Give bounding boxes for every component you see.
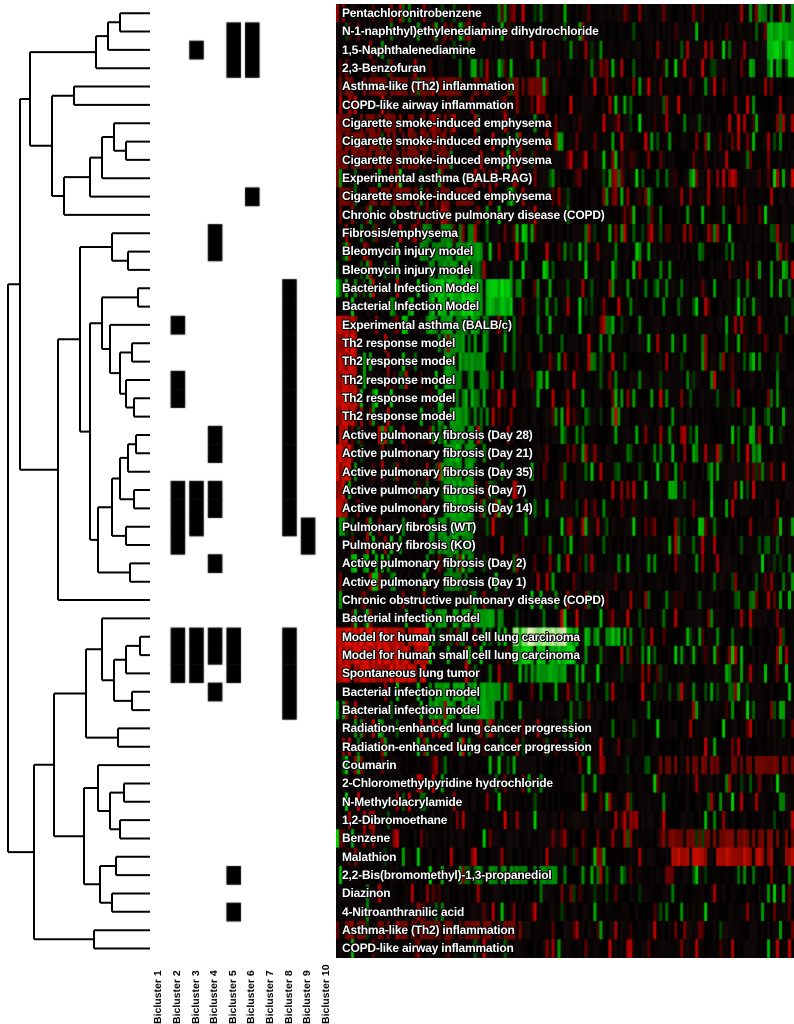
- row-label: N-1-naphthyl)ethylenediamine dihydrochlo…: [342, 24, 599, 39]
- row-label: Chronic obstructive pulmonary disease (C…: [342, 592, 605, 607]
- row-label: Active pulmonary fibrosis (Day 21): [342, 446, 533, 461]
- row-label: Bleomycin injury model: [342, 244, 473, 259]
- row-label: COPD-like airway inflammation: [342, 941, 514, 956]
- row-label: Bacterial infection model: [342, 702, 480, 717]
- row-label: Diazinon: [342, 886, 391, 901]
- row-label: Pentachloronitrobenzene: [342, 6, 482, 20]
- row-label: Radiation-enhanced lung cancer progressi…: [342, 721, 592, 736]
- row-label: Active pulmonary fibrosis (Day 7): [342, 482, 527, 497]
- row-label: Experimental asthma (BALB-RAG): [342, 171, 533, 186]
- row-label: Active pulmonary fibrosis (Day 35): [342, 464, 533, 479]
- row-label: Asthma-like (Th2) inflammation: [342, 923, 515, 937]
- row-label: 2,2-Bis(bromomethyl)-1,3-propanediol: [342, 867, 552, 882]
- bicluster-membership-matrix: [150, 4, 336, 958]
- row-label: Pulmonary fibrosis (WT): [342, 519, 477, 534]
- row-label: 1,5-Naphthalenediamine: [342, 42, 476, 57]
- row-label: 4-Nitroanthranilic acid: [342, 904, 465, 919]
- row-label: COPD-like airway inflammation: [342, 97, 514, 112]
- bicluster-column-label: Bicluster 4: [208, 970, 221, 1024]
- bicluster-column-label: Bicluster 7: [263, 970, 276, 1024]
- bicluster-column-label: Bicluster 9: [301, 970, 314, 1024]
- row-label: 2-Chloromethylpyridine hydrochloride: [342, 776, 553, 791]
- row-label: Cigarette smoke-induced emphysema: [342, 189, 552, 204]
- bicluster-column-label: Bicluster 3: [189, 970, 202, 1024]
- row-label: Asthma-like (Th2) inflammation: [342, 79, 515, 94]
- row-label: Th2 response model: [342, 354, 456, 369]
- row-label: N-Methylolacrylamide: [342, 794, 463, 809]
- row-label: Benzene: [342, 831, 390, 846]
- bicluster-column-label: Bicluster 10: [319, 964, 332, 1024]
- bicluster-column-label: Bicluster 5: [226, 970, 239, 1024]
- row-label: Active pulmonary fibrosis (Day 28): [342, 427, 533, 442]
- row-label: Bacterial infection model: [342, 684, 480, 699]
- row-label: Th2 response model: [342, 391, 456, 406]
- row-label: Chronic obstructive pulmonary disease (C…: [342, 207, 605, 222]
- row-label: Coumarin: [342, 757, 397, 772]
- row-label: Cigarette smoke-induced emphysema: [342, 134, 552, 149]
- row-label: Bacterial infection model: [342, 611, 480, 626]
- row-label: Th2 response model: [342, 336, 456, 351]
- expression-heatmap: [336, 4, 794, 958]
- bicluster-column-label: Bicluster 6: [245, 970, 258, 1024]
- bicluster-column-label: Bicluster 1: [152, 970, 165, 1024]
- row-label: Spontaneous lung tumor: [342, 666, 480, 681]
- row-label: Radiation-enhanced lung cancer progressi…: [342, 739, 592, 754]
- row-label: Malathion: [342, 849, 397, 864]
- row-label: Bleomycin injury model: [342, 262, 473, 277]
- bicluster-column-label: Bicluster 2: [170, 970, 183, 1024]
- row-label: Th2 response model: [342, 409, 456, 424]
- row-label: Fibrosis/emphysema: [342, 226, 458, 241]
- row-label: Th2 response model: [342, 372, 456, 387]
- row-label: Model for human small cell lung carcinom…: [342, 647, 580, 662]
- row-label: 1,2-Dibromoethane: [342, 812, 448, 827]
- dendrogram: [7, 12, 150, 950]
- row-label: Active pulmonary fibrosis (Day 14): [342, 501, 533, 516]
- row-label: Pulmonary fibrosis (KO): [342, 537, 476, 552]
- row-label: Cigarette smoke-induced emphysema: [342, 152, 552, 167]
- row-label: Cigarette smoke-induced emphysema: [342, 116, 552, 131]
- row-label: Active pulmonary fibrosis (Day 2): [342, 556, 527, 571]
- row-label: 2,3-Benzofuran: [342, 61, 426, 76]
- row-label: Bacterial Infection Model: [342, 299, 480, 314]
- row-label: Active pulmonary fibrosis (Day 1): [342, 574, 527, 589]
- row-label: Bacterial Infection Model: [342, 281, 480, 296]
- bicluster-column-label: Bicluster 8: [282, 970, 295, 1024]
- row-label: Model for human small cell lung carcinom…: [342, 629, 580, 644]
- row-label: Experimental asthma (BALB/c): [342, 317, 512, 332]
